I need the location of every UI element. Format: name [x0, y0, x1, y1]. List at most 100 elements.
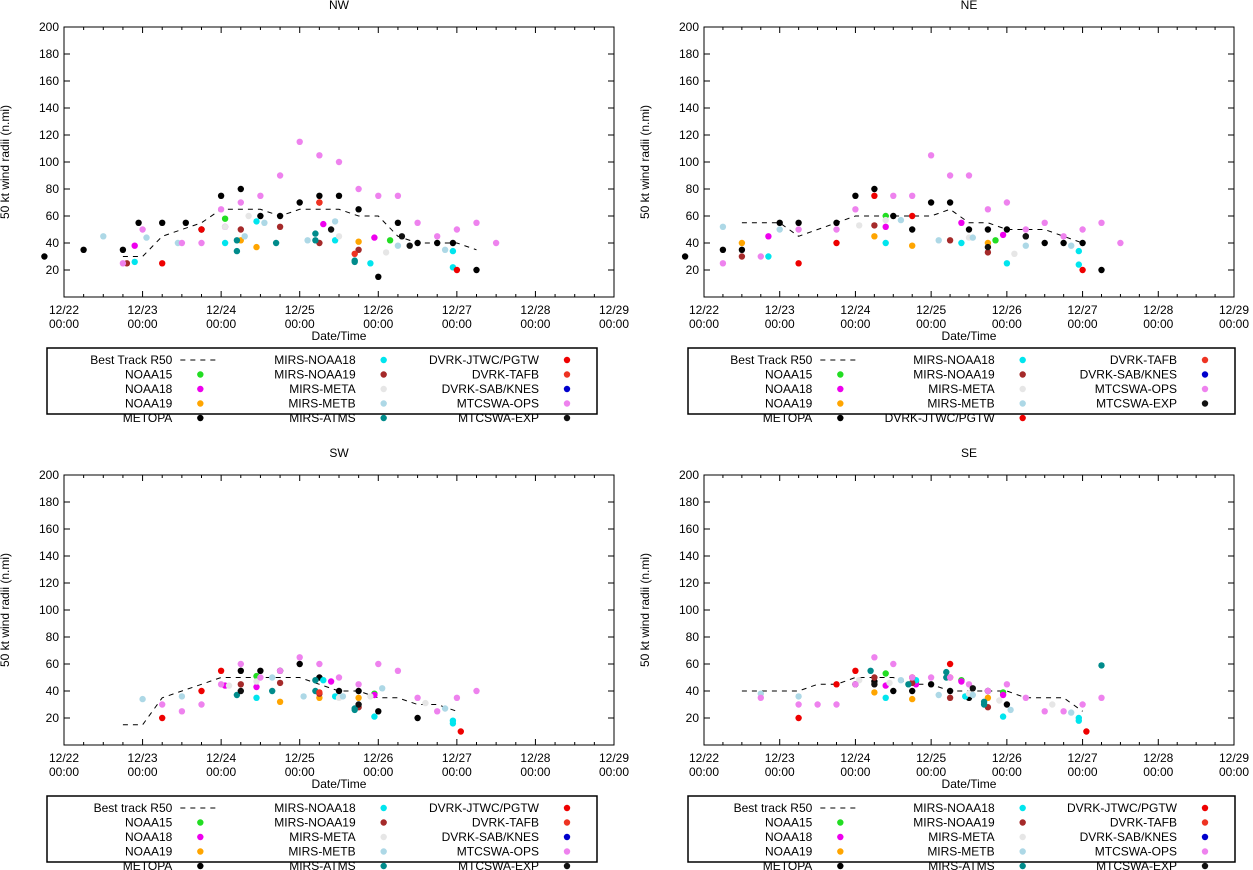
plot-frame: [703, 26, 1235, 298]
legend-label: DVRK-TAFB: [1110, 353, 1177, 367]
point-mtcswa-ops: [871, 654, 878, 661]
point-metopa: [375, 273, 382, 280]
point-mtcswa-ops: [795, 226, 802, 233]
point-mtcswa-ops: [1022, 226, 1029, 233]
point-mtcswa-ops: [757, 694, 764, 701]
point-mtcswa-ops: [159, 701, 166, 708]
point-dvrk-jtwc-pgtw: [871, 192, 878, 199]
point-mirs-meta: [335, 233, 343, 240]
point-noaa19: [276, 698, 284, 705]
legend-label: DVRK-TAFB: [472, 816, 539, 830]
legend-label: DVRK-SAB/KNES: [1080, 830, 1177, 844]
x-tick-label-date: 12/26: [363, 751, 393, 765]
point-dvrk-tafb: [351, 250, 358, 257]
legend-marker: [837, 371, 844, 378]
point-metopa: [473, 266, 480, 274]
legend-label: MIRS-META: [928, 830, 994, 844]
point-mirs-meta: [1011, 250, 1018, 257]
point-dvrk-tafb: [316, 689, 323, 696]
legend-label: METOPA: [123, 411, 173, 425]
y-tick-label: 180: [679, 495, 699, 509]
legend-label: MIRS-META: [928, 382, 994, 396]
legend-label: DVRK-JTWC/PGTW: [429, 353, 540, 367]
point-mirs-metb: [1068, 242, 1075, 249]
legend-label: Best track R50: [94, 801, 173, 815]
point-metopa: [335, 192, 343, 199]
point-mirs-noaa19: [276, 679, 284, 687]
point-noaa18: [320, 220, 327, 228]
x-tick-label-date: 12/22: [689, 751, 719, 765]
y-tick-label: 60: [46, 657, 60, 671]
point-mirs-noaa19: [237, 226, 244, 233]
point-metopa: [852, 192, 859, 199]
point-metopa: [449, 239, 457, 247]
legend-label: MIRS-NOAA18: [274, 353, 356, 367]
legend-label: MIRS-ATMS: [289, 859, 355, 870]
legend-marker: [1019, 385, 1026, 393]
y-tick-label: 180: [39, 495, 59, 509]
point-mtcswa-exp: [327, 226, 335, 233]
point-mtcswa-ops: [965, 681, 973, 688]
x-tick-label-time: 00:00: [1068, 317, 1098, 331]
point-dvrk-jtwc-pgtw: [909, 212, 916, 220]
point-mirs-metb: [100, 233, 107, 240]
point-mtcswa-ops: [833, 226, 840, 233]
point-mirs-atms: [867, 667, 874, 674]
point-noaa18: [958, 219, 965, 226]
legend-label: MTCSWA-OPS: [457, 845, 539, 859]
point-mtcswa-ops: [394, 192, 402, 199]
point-mtcswa-ops: [434, 233, 441, 240]
point-mirs-metb: [261, 219, 268, 226]
best-track-line: [741, 208, 1083, 244]
legend-label: MIRS-NOAA19: [913, 816, 995, 830]
point-mtcswa-ops: [852, 681, 859, 688]
point-mirs-metb: [897, 677, 905, 684]
point-mtcswa-exp: [355, 701, 362, 708]
point-mirs-atms: [312, 677, 319, 684]
y-tick-label: 60: [686, 657, 700, 671]
legend-marker: [380, 400, 387, 407]
point-metopa: [984, 226, 992, 233]
chart-panel-sw: SW2040608010012014016018020012/2200:0012…: [0, 446, 629, 870]
point-mtcswa-exp: [398, 233, 406, 240]
x-tick-label-time: 00:00: [520, 317, 550, 331]
point-mirs-meta: [245, 212, 252, 220]
legend-marker: [1201, 371, 1209, 378]
point-mirs-noaa18: [1003, 260, 1011, 267]
point-mirs-noaa18: [320, 677, 327, 684]
point-mirs-metb: [935, 691, 942, 699]
legend-label: DVRK-SAB/KNES: [442, 382, 539, 396]
legend-label: MIRS-METB: [927, 845, 994, 859]
x-tick-label-date: 12/23: [128, 303, 158, 317]
point-metopa: [776, 219, 783, 226]
legend-label: Best Track R50: [90, 353, 172, 367]
legend-marker: [1019, 819, 1026, 826]
x-tick-label-date: 12/29: [1219, 303, 1249, 317]
x-tick-label-time: 00:00: [206, 765, 236, 779]
point-mirs-atms: [351, 706, 358, 714]
x-tick-label-date: 12/28: [1143, 751, 1173, 765]
point-dvrk-jtwc-pgtw: [198, 687, 205, 695]
x-tick-label-date: 12/27: [442, 303, 472, 317]
x-tick-label-date: 12/27: [442, 751, 472, 765]
legend-label: MIRS-META: [289, 382, 355, 396]
point-mirs-meta: [1049, 701, 1056, 708]
point-mirs-metb: [331, 218, 339, 225]
point-mirs-noaa19: [237, 681, 244, 688]
legend-label: MTCSWA-EXP: [1096, 397, 1177, 411]
point-noaa19: [738, 239, 746, 247]
legend-marker: [197, 371, 204, 378]
y-axis-label: 50 kt wind radii (n.mi): [0, 553, 12, 667]
point-mirs-noaa18: [1075, 717, 1083, 724]
point-mtcswa-ops: [217, 681, 225, 688]
point-dvrk-jtwc-pgtw: [795, 260, 802, 267]
legend-label: NOAA15: [125, 816, 173, 830]
legend-label: MTCSWA-EXP: [458, 411, 539, 425]
best-track-line: [122, 208, 477, 257]
point-mirs-metb: [969, 691, 976, 699]
point-dvrk-jtwc-pgtw: [795, 714, 802, 722]
x-tick-label-date: 12/25: [285, 751, 315, 765]
x-tick-label-time: 00:00: [1068, 765, 1098, 779]
legend-label: METOPA: [763, 859, 813, 870]
legend-marker: [197, 385, 204, 393]
